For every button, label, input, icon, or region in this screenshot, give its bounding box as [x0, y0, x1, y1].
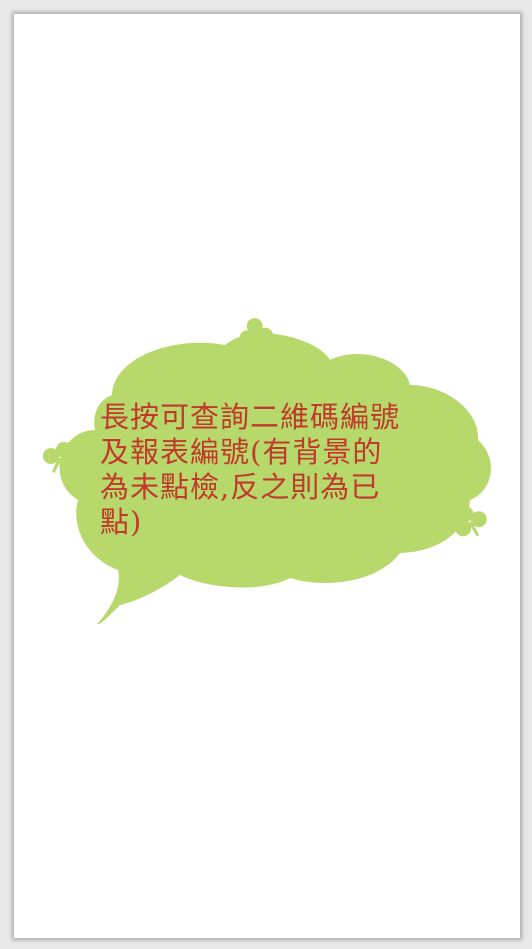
- hint-text: 長按可查詢二維碼編號及報表編號(有背景的為未點檢,反之則為已點): [100, 400, 401, 539]
- speech-bubble: [59, 333, 492, 625]
